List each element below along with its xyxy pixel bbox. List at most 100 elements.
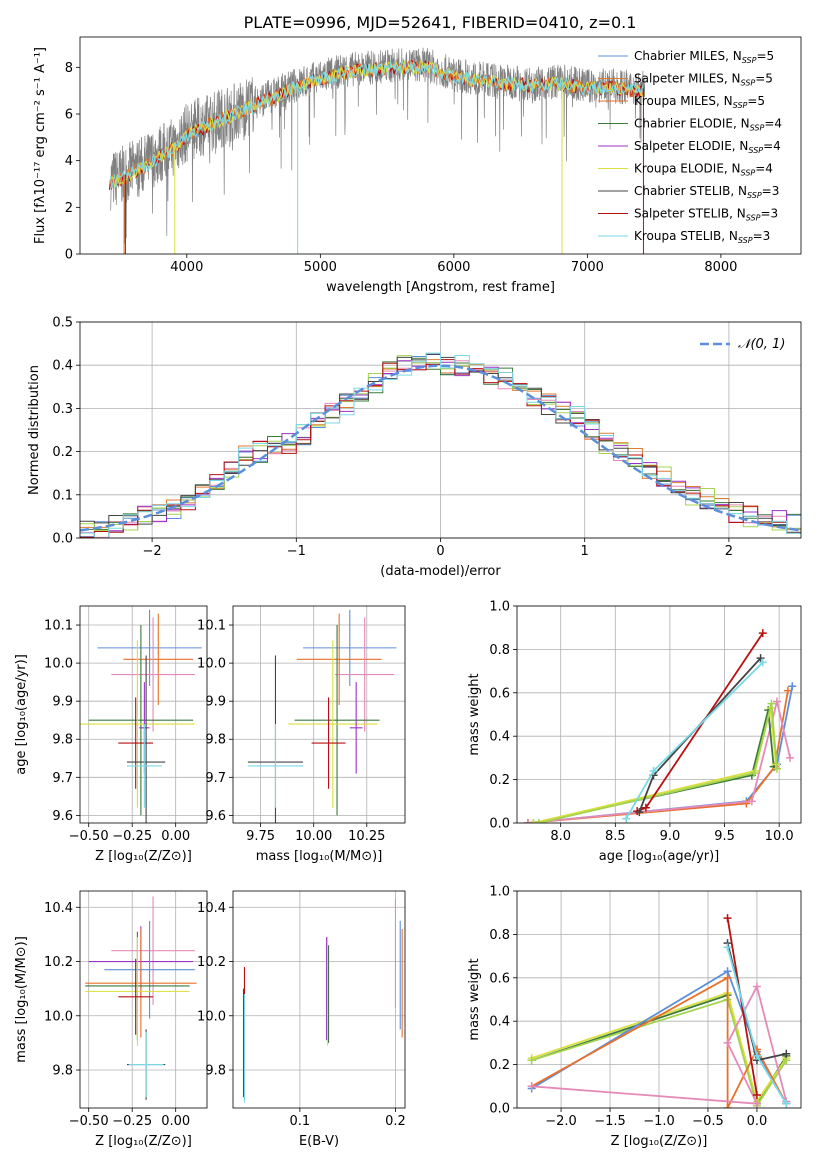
y-tick-label: 9.6: [52, 809, 73, 824]
data-point-marker: [635, 808, 644, 817]
axes-frame: [79, 890, 208, 1109]
data-point-marker: [772, 764, 781, 773]
x-tick-label: 8.5: [605, 829, 626, 844]
y-axis-label: mass weight: [467, 673, 482, 755]
y-tick-label: 0.3: [52, 402, 73, 417]
legend-label: Salpeter ELODIE, NSSP=4: [634, 139, 781, 155]
data-point-marker: [534, 819, 543, 823]
x-tick-label: −1.0: [643, 1114, 675, 1129]
data-point-marker: [523, 819, 532, 823]
y-tick-label: 0.1: [52, 488, 73, 503]
plot-area: [242, 899, 403, 1103]
y-tick-label: 9.7: [205, 771, 226, 786]
x-axis-label: (data-model)/error: [380, 564, 501, 579]
plot-area: [85, 896, 197, 1100]
axes-frame: [232, 890, 406, 1109]
plot-area: [108, 47, 646, 254]
data-point-marker: [782, 1099, 791, 1108]
data-point-marker: [723, 943, 732, 952]
y-tick-label: 0.8: [489, 643, 510, 658]
x-axis-label: Z [log₁₀(Z/Z⊙)]: [95, 849, 192, 864]
y-tick-label: 10.1: [44, 619, 73, 634]
x-tick-label: 0.2: [385, 1114, 406, 1129]
legend-label: Chabrier MILES, NSSP=5: [634, 49, 774, 65]
legend-label: Salpeter STELIB, NSSP=3: [634, 207, 778, 223]
legend: Chabrier MILES, NSSP=5 Salpeter MILES, NS…: [598, 49, 782, 245]
x-tick-label: 0.1: [290, 1114, 311, 1129]
y-tick-label: 10.0: [197, 1009, 226, 1024]
data-point-marker: [723, 973, 732, 982]
x-axis-label: wavelength [Angstrom, rest frame]: [326, 280, 555, 295]
x-tick-label: 9.0: [660, 829, 681, 844]
y-tick-label: 9.8: [52, 1064, 73, 1079]
y-tick-label: 0.2: [489, 1058, 510, 1073]
y-tick-label: 10.0: [197, 657, 226, 672]
y-tick-label: 0.4: [489, 730, 510, 745]
series-line-kroupa_elodie: [533, 707, 777, 823]
y-axis-label: mass [log₁₀(M/M⊙)]: [14, 936, 29, 1063]
histogram-kroupa_stelib: [80, 352, 801, 538]
data-point-marker: [752, 982, 761, 991]
x-axis-label: Z [log₁₀(Z/Z⊙)]: [611, 1134, 708, 1149]
y-tick-label: 0.2: [52, 445, 73, 460]
y-tick-label: 6: [65, 108, 73, 123]
data-point-marker: [756, 654, 765, 663]
data-point-marker: [742, 799, 751, 808]
series-line-kroupa_miles: [531, 976, 788, 1108]
series-line-salpeter_stelib: [726, 917, 758, 1096]
axes-age-vs-Z: −0.50 −0.25 0.00 9.6 9.7 9.8 9.9 10.0 10.1 Z [log…: [14, 605, 208, 864]
data-point-marker: [723, 1038, 732, 1047]
x-tick-label: 6000: [437, 260, 470, 275]
y-axis-label: mass weight: [467, 958, 482, 1040]
y-tick-label: 9.9: [205, 695, 226, 710]
plot-area: [523, 629, 797, 823]
figure-title: PLATE=0996, MJD=52641, FIBERID=0410, z=0…: [244, 13, 637, 32]
y-tick-label: 0.0: [489, 1102, 510, 1117]
x-tick-label: 0: [436, 544, 444, 559]
data-point-marker: [783, 686, 792, 695]
y-tick-label: 9.8: [205, 1064, 226, 1079]
x-tick-label: 4000: [170, 260, 203, 275]
x-tick-label: 2: [725, 544, 733, 559]
series-line-chabrier_elodie: [533, 709, 775, 823]
y-tick-label: 10.0: [44, 1009, 73, 1024]
data-point-marker: [772, 697, 781, 706]
y-tick-label: 0.0: [52, 532, 73, 547]
data-point-marker: [649, 766, 658, 775]
plot-area: [527, 914, 791, 1108]
x-axis-label: Z [log₁₀(Z/Z⊙)]: [95, 1134, 192, 1149]
x-tick-label: 10.25: [348, 829, 385, 844]
axes-frame: [79, 321, 802, 539]
axes-frame: [516, 890, 802, 1109]
x-axis-label: E(B-V): [299, 1134, 339, 1149]
y-tick-label: 4: [65, 154, 73, 169]
y-tick-label: 0.5: [52, 316, 73, 331]
x-tick-label: 8000: [704, 260, 737, 275]
y-tick-label: 0: [65, 248, 73, 263]
data-point-marker: [527, 1082, 536, 1091]
axes-age-vs-mass: 9.75 10.00 10.25 9.6 9.7 9.8 9.9 10.0 10.1 mass […: [197, 605, 406, 864]
data-point-marker: [752, 1051, 761, 1060]
plot-area: [247, 609, 397, 823]
x-tick-label: −1.5: [594, 1114, 626, 1129]
data-point-marker: [750, 769, 759, 778]
y-tick-label: 9.6: [205, 809, 226, 824]
data-point-marker: [622, 814, 631, 823]
x-tick-label: 10.00: [295, 829, 332, 844]
x-tick-label: 1: [581, 544, 589, 559]
x-tick-label: 0.00: [161, 1114, 190, 1129]
y-tick-label: 0.0: [489, 817, 510, 832]
x-tick-label: 10.0: [765, 829, 794, 844]
x-tick-label: −0.50: [69, 829, 109, 844]
x-tick-label: −0.50: [69, 1114, 109, 1129]
data-point-marker: [529, 819, 538, 823]
x-tick-label: −2: [143, 544, 162, 559]
x-axis-label: mass [log₁₀(M/M⊙)]: [256, 849, 383, 864]
y-tick-label: 10.1: [197, 619, 226, 634]
y-tick-label: 0.6: [489, 971, 510, 986]
data-point-marker: [767, 699, 776, 708]
model-spectrum-kroupa_stelib: [110, 60, 644, 189]
y-tick-label: 9.7: [52, 771, 73, 786]
data-point-marker: [641, 803, 650, 812]
